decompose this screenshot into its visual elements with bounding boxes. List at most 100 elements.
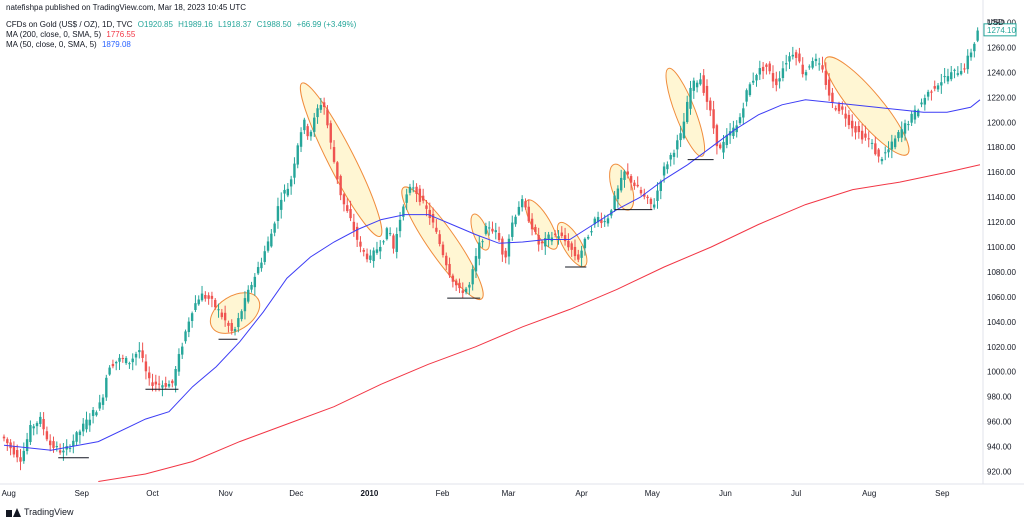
candle-body: [247, 289, 250, 302]
candle-body: [801, 64, 804, 75]
candle-body: [458, 282, 461, 289]
candle-body: [428, 209, 431, 219]
candle-body: [276, 206, 280, 221]
price-tick-label: 1100.00: [987, 243, 1016, 252]
publisher-line: natefishpa published on TradingView.com,…: [6, 3, 246, 12]
candle-body: [626, 171, 629, 175]
price-tick-label: 1000.00: [987, 368, 1016, 377]
candle-body: [303, 119, 306, 131]
candle-body: [322, 102, 326, 108]
candle-body: [471, 269, 474, 285]
candle-body: [25, 439, 29, 452]
candle-body: [669, 154, 672, 160]
candle-body: [398, 219, 402, 232]
candle-body: [768, 63, 771, 72]
candle-body: [689, 87, 692, 109]
candle-body: [431, 213, 435, 223]
candle-body: [204, 294, 207, 299]
candle-body: [372, 250, 375, 262]
time-tick-label: Aug: [862, 489, 876, 498]
candle-body: [283, 189, 286, 194]
candle-body: [794, 52, 798, 58]
candle-body: [487, 227, 491, 229]
candle-body: [421, 195, 425, 201]
candle-body: [111, 363, 115, 367]
candle-body: [976, 30, 979, 41]
candle-body: [636, 184, 639, 187]
candle-body: [656, 190, 659, 201]
candle-body: [388, 233, 392, 235]
candle-body: [686, 101, 689, 123]
candle-body: [953, 69, 956, 71]
candle-body: [240, 311, 243, 320]
candle-body: [662, 166, 666, 176]
support-lines: [58, 159, 714, 459]
candle-body: [738, 117, 742, 124]
candle-body: [504, 250, 507, 258]
price-tick-label: 1080.00: [987, 268, 1016, 277]
candle-body: [880, 159, 884, 162]
candle-body: [867, 138, 870, 140]
candle-body: [831, 92, 834, 103]
change-value: +66.99 (+3.49%): [296, 20, 357, 29]
candle-body: [745, 90, 748, 102]
candle-body: [808, 66, 811, 68]
candle-body: [544, 238, 547, 247]
candle-body: [75, 432, 78, 442]
candle-body: [946, 76, 950, 82]
candle-body: [85, 419, 88, 430]
price-tick-label: 1140.00: [987, 193, 1016, 202]
ma200-legend[interactable]: MA (200, close, 0, SMA, 5) 1776.55: [6, 30, 138, 40]
candle-body: [857, 125, 861, 133]
candle-body: [379, 246, 382, 252]
time-tick-label: Sep: [935, 489, 950, 498]
symbol-label: CFDs on Gold (US$ / OZ), 1D, TVC: [6, 20, 133, 29]
candle-body: [154, 381, 158, 385]
candle-body: [115, 362, 118, 364]
candle-body: [553, 233, 557, 235]
candle-body: [256, 267, 260, 274]
candle-body: [841, 106, 844, 110]
price-tick-label: 1120.00: [987, 218, 1016, 227]
candle-body: [890, 141, 894, 150]
candle-body: [382, 241, 385, 243]
footer-brand[interactable]: TradingView: [6, 507, 74, 518]
candle-body: [870, 142, 874, 144]
candle-body: [316, 108, 319, 118]
candle-body: [223, 312, 227, 321]
candle-body: [118, 357, 121, 362]
time-tick-label: Sep: [75, 489, 90, 498]
price-tick-label: 1220.00: [987, 93, 1016, 102]
candle-body: [887, 149, 890, 153]
candle-body: [448, 263, 451, 276]
time-tick-label: Feb: [436, 489, 450, 498]
candle-body: [494, 230, 497, 233]
brand-name: TradingView: [24, 507, 74, 517]
candle-body: [260, 262, 263, 269]
ma50-legend[interactable]: MA (50, close, 0, SMA, 5) 1879.08: [6, 40, 134, 50]
time-tick-label: 2010: [361, 489, 379, 498]
candle-body: [527, 206, 530, 222]
candle-body: [926, 91, 930, 97]
candle-body: [900, 129, 903, 138]
candle-body: [507, 238, 511, 257]
candle-body: [497, 232, 501, 241]
candle-body: [567, 240, 570, 248]
candle-body: [514, 216, 517, 225]
candle-body: [907, 124, 910, 126]
candle-body: [332, 147, 336, 162]
candle-body: [95, 412, 98, 416]
candle-body: [722, 141, 725, 153]
candle-body: [309, 131, 313, 137]
pattern-highlights: [209, 56, 910, 334]
candle-body: [88, 419, 92, 426]
candle-body: [481, 241, 484, 243]
low-value: L1918.37: [218, 20, 252, 29]
candle-body: [58, 450, 62, 453]
candle-body: [2, 436, 6, 439]
price-tick-label: 1060.00: [987, 293, 1016, 302]
candle-body: [395, 234, 398, 252]
candle-body: [19, 457, 22, 462]
candle-body: [874, 143, 877, 155]
